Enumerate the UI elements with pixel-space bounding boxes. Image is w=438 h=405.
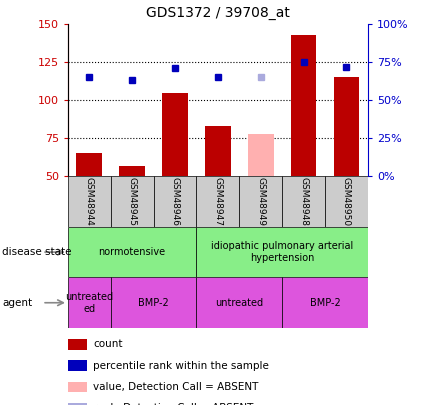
Bar	[68, 227, 197, 277]
Text: GSM48949: GSM48949	[256, 177, 265, 226]
Text: untreated: untreated	[215, 298, 263, 308]
Text: GSM48947: GSM48947	[213, 177, 223, 226]
Bar	[154, 176, 197, 227]
Bar	[282, 277, 368, 328]
Bar	[111, 176, 154, 227]
Bar	[119, 166, 145, 176]
Bar	[111, 277, 197, 328]
Bar	[68, 382, 88, 392]
Bar	[68, 403, 88, 405]
Bar	[291, 35, 317, 176]
Bar	[162, 93, 188, 176]
Bar	[68, 360, 88, 371]
Text: GSM48946: GSM48946	[170, 177, 180, 226]
Text: BMP-2: BMP-2	[138, 298, 169, 308]
Text: value, Detection Call = ABSENT: value, Detection Call = ABSENT	[93, 382, 259, 392]
Text: GSM48944: GSM48944	[85, 177, 94, 226]
Bar	[68, 176, 111, 227]
Text: normotensive: normotensive	[99, 247, 166, 257]
Bar	[239, 176, 282, 227]
Bar	[197, 176, 239, 227]
Bar	[248, 134, 274, 176]
Title: GDS1372 / 39708_at: GDS1372 / 39708_at	[146, 6, 290, 21]
Bar	[77, 153, 102, 176]
Text: BMP-2: BMP-2	[310, 298, 340, 308]
Text: GSM48950: GSM48950	[342, 177, 351, 226]
Text: idiopathic pulmonary arterial
hypertension: idiopathic pulmonary arterial hypertensi…	[211, 241, 353, 263]
Text: untreated
ed: untreated ed	[65, 292, 113, 313]
Bar	[205, 126, 231, 176]
Bar	[68, 339, 88, 350]
Bar	[197, 227, 368, 277]
Text: GSM48945: GSM48945	[128, 177, 137, 226]
Text: agent: agent	[2, 298, 32, 308]
Text: rank, Detection Call = ABSENT: rank, Detection Call = ABSENT	[93, 403, 254, 405]
Bar	[325, 176, 368, 227]
Text: percentile rank within the sample: percentile rank within the sample	[93, 361, 269, 371]
Text: GSM48948: GSM48948	[299, 177, 308, 226]
Bar	[334, 77, 359, 176]
Bar	[68, 277, 111, 328]
Text: disease state: disease state	[2, 247, 72, 257]
Bar	[197, 277, 282, 328]
Text: count: count	[93, 339, 123, 350]
Bar	[282, 176, 325, 227]
